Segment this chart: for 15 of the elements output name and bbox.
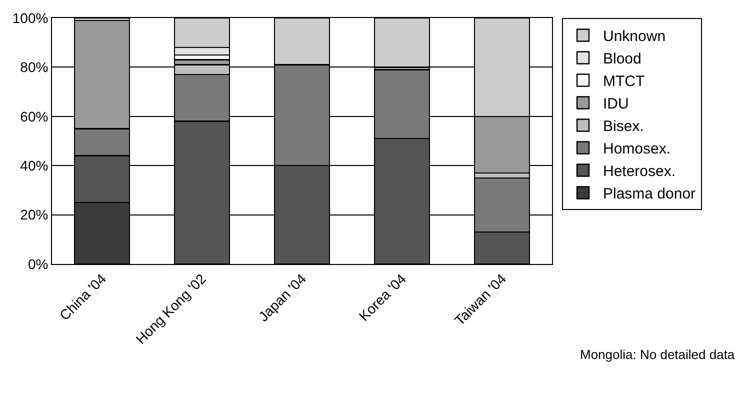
legend-label: Bisex. [603,118,644,136]
legend-label: Blood [603,50,642,68]
y-tick-label: 100% [12,10,48,26]
text: Mongolia: No detailed data [580,347,736,362]
y-tick-label: 20% [20,206,48,223]
y-tick-label: 60% [20,108,48,124]
y-tick-label: 40% [20,158,48,174]
y-tick-label: 80% [20,59,48,76]
y-tick-label: 0% [28,256,48,272]
legend-label: Plasma donor [603,186,696,203]
legend-label: MTCT [603,73,645,90]
legend-label: IDU [603,96,629,113]
legend-label: Heterosex. [603,163,676,180]
legend-label: Unknown [603,28,666,46]
legend-label: Homosex. [603,140,671,158]
